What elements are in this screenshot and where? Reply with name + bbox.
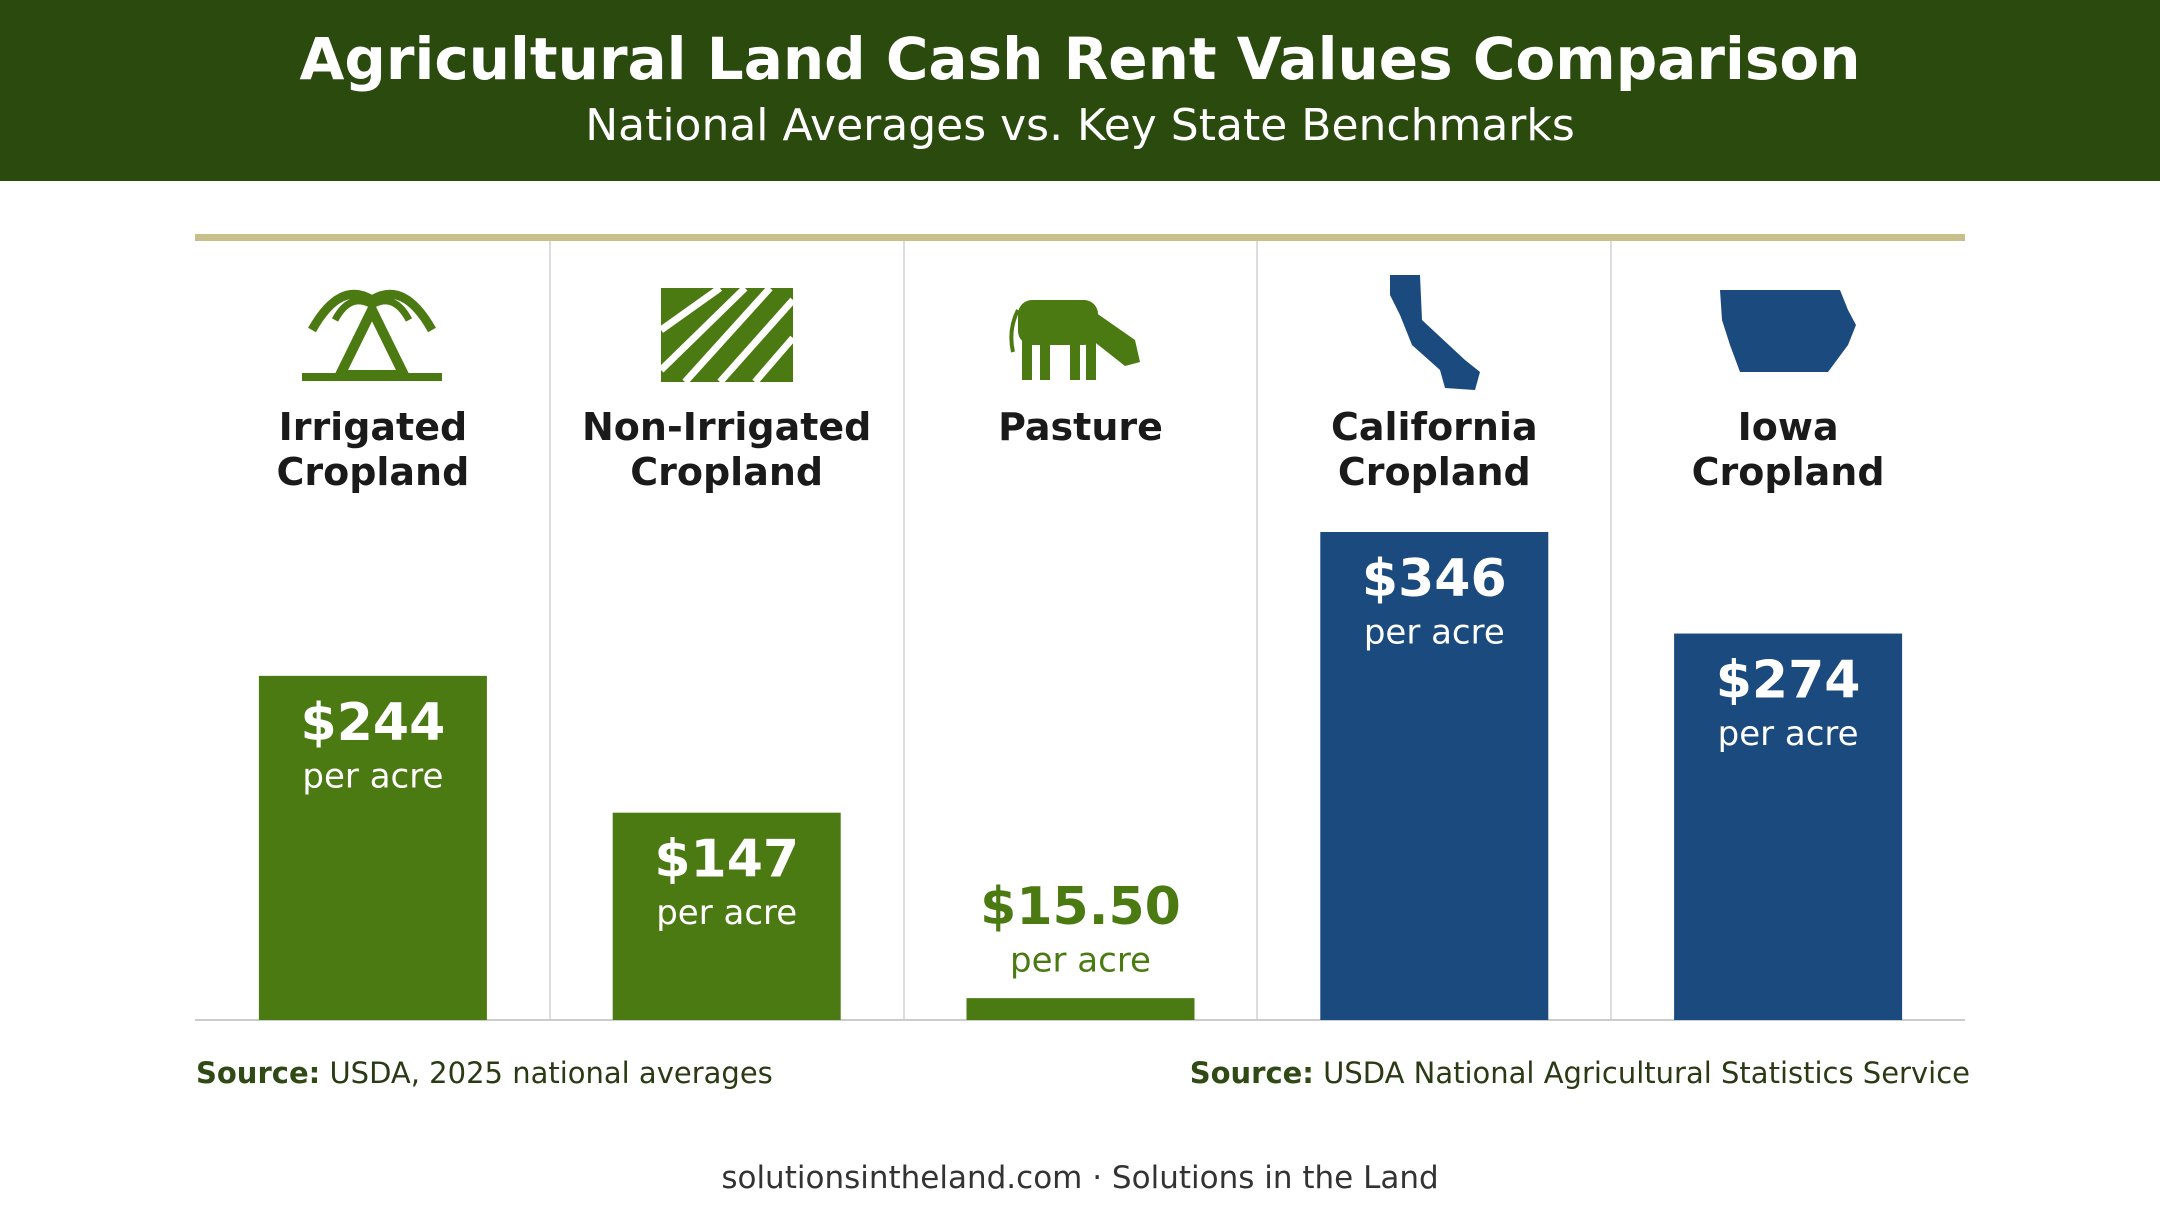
value-label: $147 (654, 830, 799, 890)
value-unit: per acre (1010, 941, 1151, 981)
source-text: USDA, 2025 national averages (329, 1056, 773, 1090)
value-label: $274 (1716, 651, 1861, 711)
category-label: Irrigated Cropland (276, 405, 470, 494)
top-rule (195, 234, 1965, 241)
value-unit: per acre (1718, 714, 1859, 754)
bar (258, 675, 487, 1020)
source-note: Source: USDA National Agricultural Stati… (1190, 1056, 1970, 1090)
field-icon (658, 285, 796, 385)
category-label: Iowa Cropland (1691, 405, 1885, 494)
california-icon (1390, 275, 1480, 390)
bar (1320, 532, 1549, 1020)
irrigation-icon (302, 289, 442, 381)
value-label: $15.50 (980, 877, 1181, 937)
category-label: Pasture (998, 405, 1163, 449)
value-unit: per acre (302, 756, 443, 796)
value-unit: per acre (1364, 613, 1505, 653)
chart-subtitle: National Averages vs. Key State Benchmar… (585, 100, 1575, 151)
source-label: Source: (1189, 1056, 1314, 1090)
value-label: $244 (301, 693, 446, 753)
header-band (0, 0, 2160, 181)
iowa-icon (1720, 290, 1856, 372)
footer: solutionsintheland.com · Solutions in th… (721, 1160, 1439, 1196)
category-label: Non-Irrigated Cropland (582, 405, 872, 494)
column-dividers (549, 241, 1612, 1020)
source-label: Source: (196, 1056, 321, 1090)
chart-title: Agricultural Land Cash Rent Values Compa… (299, 25, 1860, 93)
value-label: $346 (1362, 549, 1507, 609)
source-note: Source: USDA, 2025 national averages (196, 1056, 773, 1090)
bar (966, 998, 1195, 1020)
cow-icon (1009, 300, 1140, 380)
source-text: USDA National Agricultural Statistics Se… (1323, 1056, 1970, 1090)
bar (1674, 633, 1903, 1020)
value-unit: per acre (656, 893, 797, 933)
category-label: California Cropland (1330, 405, 1538, 494)
bar (612, 812, 841, 1020)
